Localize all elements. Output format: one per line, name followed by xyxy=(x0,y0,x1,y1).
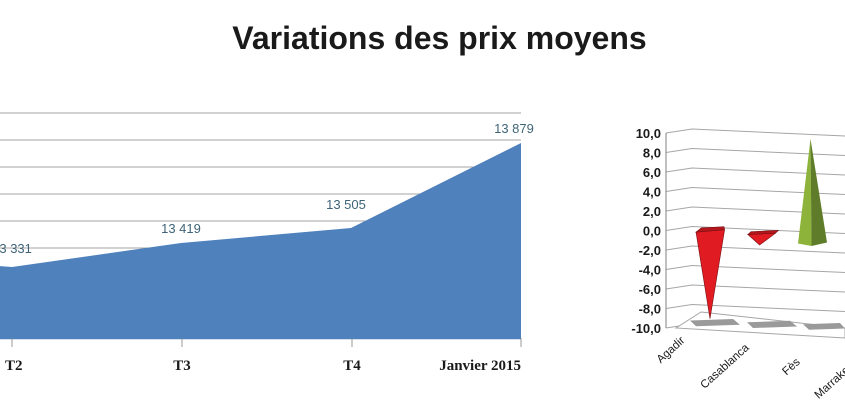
svg-text:6,0: 6,0 xyxy=(643,165,661,180)
svg-text:4,0: 4,0 xyxy=(643,185,661,200)
svg-text:-4,0: -4,0 xyxy=(639,263,661,278)
svg-text:8,0: 8,0 xyxy=(643,146,661,161)
svg-text:Marrakech: Marrakech xyxy=(813,356,845,401)
svg-text:10,0: 10,0 xyxy=(636,126,661,141)
svg-text:Casablanca: Casablanca xyxy=(698,341,752,391)
svg-text:-10,0: -10,0 xyxy=(631,321,661,336)
svg-text:-2,0: -2,0 xyxy=(639,243,661,258)
svg-text:2,0: 2,0 xyxy=(643,204,661,219)
svg-text:-8,0: -8,0 xyxy=(639,302,661,317)
svg-text:Agadir: Agadir xyxy=(655,335,688,366)
svg-text:Fès: Fès xyxy=(780,356,802,378)
svg-text:-6,0: -6,0 xyxy=(639,282,661,297)
svg-text:0,0: 0,0 xyxy=(643,224,661,239)
